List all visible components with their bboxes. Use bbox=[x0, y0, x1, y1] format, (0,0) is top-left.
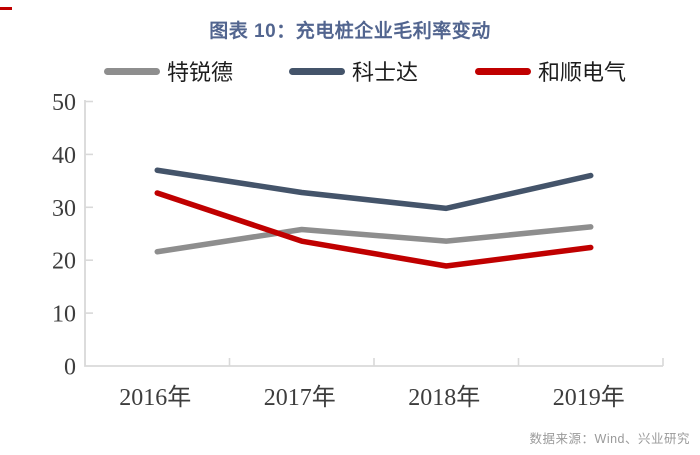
legend-line-swatch bbox=[475, 67, 531, 75]
y-axis-label: 0 bbox=[64, 355, 76, 381]
x-axis-label: 2019年 bbox=[553, 384, 625, 411]
legend-label: 科士达 bbox=[352, 60, 419, 85]
legend-label: 特锐德 bbox=[167, 60, 234, 85]
chart-legend: 特锐德 科士达 和顺电气 bbox=[0, 56, 700, 86]
series-line-科士达 bbox=[154, 167, 594, 212]
y-axis-label: 50 bbox=[52, 90, 76, 116]
x-axis-label: 2017年 bbox=[264, 384, 336, 411]
legend-item-heshundianqi: 和顺电气 bbox=[475, 56, 626, 86]
y-axis-label: 40 bbox=[52, 143, 76, 169]
y-axis-label: 30 bbox=[52, 196, 76, 222]
series-line-和顺电气 bbox=[154, 190, 594, 269]
legend-line-swatch bbox=[289, 67, 345, 75]
y-axis-label: 10 bbox=[52, 302, 76, 328]
x-axis-label: 2018年 bbox=[408, 384, 480, 411]
y-axis-label: 20 bbox=[52, 249, 76, 275]
series-line-特锐德 bbox=[154, 224, 594, 255]
x-axis-label: 2016年 bbox=[119, 384, 191, 411]
legend-item-keshida: 科士达 bbox=[289, 56, 418, 86]
legend-item-teruide: 特锐德 bbox=[104, 56, 233, 86]
legend-line-swatch bbox=[104, 67, 160, 75]
legend-label: 和顺电气 bbox=[538, 60, 627, 85]
source-note: 数据来源：Wind、兴业研究 bbox=[529, 432, 690, 446]
page-edge-red-mark bbox=[0, 7, 12, 10]
chart-title: 图表 10：充电桩企业毛利率变动 bbox=[209, 21, 491, 42]
axis-lines bbox=[84, 100, 663, 367]
